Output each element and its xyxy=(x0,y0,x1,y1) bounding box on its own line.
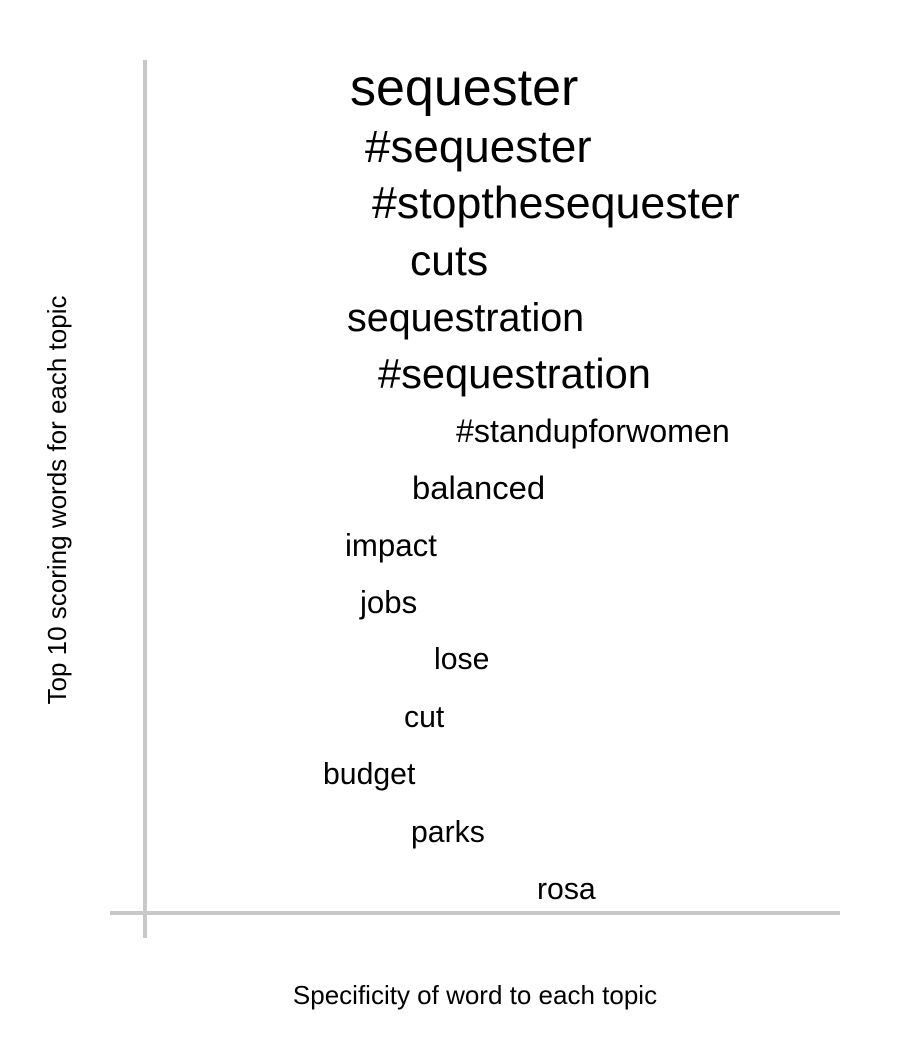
word-label: sequester xyxy=(350,59,578,117)
word-label: balanced xyxy=(412,469,545,506)
x-axis-title: Specificity of word to each topic xyxy=(293,980,657,1010)
word-label: rosa xyxy=(537,873,596,906)
word-label: #stopthesequester xyxy=(372,179,740,228)
word-label: lose xyxy=(434,643,489,676)
word-label: #sequester xyxy=(365,121,592,172)
word-label: #standupforwomen xyxy=(456,413,730,449)
word-label: cuts xyxy=(410,237,488,285)
word-label: budget xyxy=(323,758,416,791)
word-label: impact xyxy=(345,528,437,563)
word-labels: sequester#sequester#stopthesequestercuts… xyxy=(323,59,740,906)
y-axis-title: Top 10 scoring words for each topic xyxy=(42,296,72,705)
word-label: sequestration xyxy=(347,296,584,340)
word-label: cut xyxy=(404,701,445,734)
word-label: #sequestration xyxy=(378,350,651,397)
word-label: jobs xyxy=(359,585,417,620)
word-label: parks xyxy=(411,816,485,849)
